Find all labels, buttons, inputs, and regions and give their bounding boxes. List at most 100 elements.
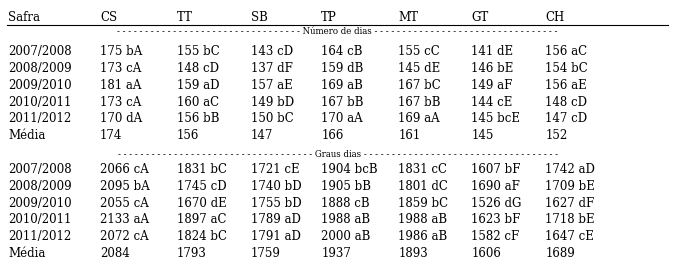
Text: 148 cD: 148 cD [545, 96, 587, 109]
Text: GT: GT [471, 11, 489, 24]
Text: 145: 145 [471, 129, 493, 142]
Text: 2007/2008: 2007/2008 [8, 45, 72, 58]
Text: 1904 bcB: 1904 bcB [321, 163, 378, 176]
Text: 1905 bB: 1905 bB [321, 180, 371, 193]
Text: 1789 aD: 1789 aD [251, 213, 301, 226]
Text: 1740 bD: 1740 bD [251, 180, 302, 193]
Text: 1709 bE: 1709 bE [545, 180, 595, 193]
Text: 1893: 1893 [398, 247, 428, 260]
Text: 155 bC: 155 bC [177, 45, 219, 58]
Text: 1759: 1759 [251, 247, 281, 260]
Text: 2010/2011: 2010/2011 [8, 96, 72, 109]
Text: 1690 aF: 1690 aF [471, 180, 520, 193]
Text: 1888 cB: 1888 cB [321, 196, 370, 209]
Text: 167 bC: 167 bC [398, 79, 441, 92]
Text: 1721 cE: 1721 cE [251, 163, 300, 176]
Text: 169 aB: 169 aB [321, 79, 363, 92]
Text: 161: 161 [398, 129, 421, 142]
Text: 1801 dC: 1801 dC [398, 180, 448, 193]
Text: 2009/2010: 2009/2010 [8, 196, 72, 209]
Text: - - - - - - - - - - - - - - - - - - - - - - - - - - - - - - - - - Número de dias: - - - - - - - - - - - - - - - - - - - - … [117, 27, 558, 36]
Text: 159 aD: 159 aD [177, 79, 219, 92]
Text: 1647 cE: 1647 cE [545, 230, 594, 243]
Text: 2011/2012: 2011/2012 [8, 112, 72, 125]
Text: 1526 dG: 1526 dG [471, 196, 522, 209]
Text: 155 cC: 155 cC [398, 45, 440, 58]
Text: 2007/2008: 2007/2008 [8, 163, 72, 176]
Text: 1745 cD: 1745 cD [177, 180, 227, 193]
Text: 1831 cC: 1831 cC [398, 163, 448, 176]
Text: 1607 bF: 1607 bF [471, 163, 520, 176]
Text: 145 bcE: 145 bcE [471, 112, 520, 125]
Text: 2008/2009: 2008/2009 [8, 180, 72, 193]
Text: 170 aA: 170 aA [321, 112, 363, 125]
Text: 175 bA: 175 bA [100, 45, 142, 58]
Text: 159 dB: 159 dB [321, 62, 364, 75]
Text: CS: CS [100, 11, 117, 24]
Text: 1986 aB: 1986 aB [398, 230, 448, 243]
Text: CH: CH [545, 11, 565, 24]
Text: 1988 aB: 1988 aB [398, 213, 448, 226]
Text: 2084: 2084 [100, 247, 130, 260]
Text: 169 aA: 169 aA [398, 112, 440, 125]
Text: 141 dE: 141 dE [471, 45, 513, 58]
Text: TT: TT [177, 11, 193, 24]
Text: 1670 dE: 1670 dE [177, 196, 227, 209]
Text: 2066 cA: 2066 cA [100, 163, 148, 176]
Text: 1623 bF: 1623 bF [471, 213, 520, 226]
Text: 147: 147 [251, 129, 273, 142]
Text: 149 bD: 149 bD [251, 96, 294, 109]
Text: TP: TP [321, 11, 337, 24]
Text: 167 bB: 167 bB [398, 96, 441, 109]
Text: 1718 bE: 1718 bE [545, 213, 595, 226]
Text: 1606: 1606 [471, 247, 501, 260]
Text: 167 bB: 167 bB [321, 96, 364, 109]
Text: 152: 152 [545, 129, 568, 142]
Text: 1627 dF: 1627 dF [545, 196, 595, 209]
Text: 157 aE: 157 aE [251, 79, 293, 92]
Text: 1742 aD: 1742 aD [545, 163, 595, 176]
Text: 173 cA: 173 cA [100, 62, 141, 75]
Text: 2011/2012: 2011/2012 [8, 230, 72, 243]
Text: 1824 bC: 1824 bC [177, 230, 227, 243]
Text: 156: 156 [177, 129, 199, 142]
Text: - - - - - - - - - - - - - - - - - - - - - - - - - - - - - - - - - - - Graus dias: - - - - - - - - - - - - - - - - - - - - … [117, 150, 558, 159]
Text: 156 bB: 156 bB [177, 112, 219, 125]
Text: 1988 aB: 1988 aB [321, 213, 371, 226]
Text: 146 bE: 146 bE [471, 62, 514, 75]
Text: 149 aF: 149 aF [471, 79, 512, 92]
Text: 147 cD: 147 cD [545, 112, 587, 125]
Text: 170 dA: 170 dA [100, 112, 142, 125]
Text: Média: Média [8, 247, 45, 260]
Text: 2133 aA: 2133 aA [100, 213, 149, 226]
Text: 150 bC: 150 bC [251, 112, 294, 125]
Text: 1582 cF: 1582 cF [471, 230, 519, 243]
Text: Média: Média [8, 129, 45, 142]
Text: 144 cE: 144 cE [471, 96, 512, 109]
Text: 2095 bA: 2095 bA [100, 180, 150, 193]
Text: 143 cD: 143 cD [251, 45, 293, 58]
Text: Safra: Safra [8, 11, 40, 24]
Text: 137 dF: 137 dF [251, 62, 293, 75]
Text: 148 cD: 148 cD [177, 62, 219, 75]
Text: 1937: 1937 [321, 247, 351, 260]
Text: 164 cB: 164 cB [321, 45, 362, 58]
Text: 160 aC: 160 aC [177, 96, 219, 109]
Text: 156 aC: 156 aC [545, 45, 587, 58]
Text: MT: MT [398, 11, 418, 24]
Text: 1859 bC: 1859 bC [398, 196, 448, 209]
Text: 156 aE: 156 aE [545, 79, 587, 92]
Text: 173 cA: 173 cA [100, 96, 141, 109]
Text: 1831 bC: 1831 bC [177, 163, 227, 176]
Text: 2010/2011: 2010/2011 [8, 213, 72, 226]
Text: 1897 aC: 1897 aC [177, 213, 226, 226]
Text: 1755 bD: 1755 bD [251, 196, 302, 209]
Text: 154 bC: 154 bC [545, 62, 588, 75]
Text: 181 aA: 181 aA [100, 79, 141, 92]
Text: 1793: 1793 [177, 247, 207, 260]
Text: 1689: 1689 [545, 247, 575, 260]
Text: 174: 174 [100, 129, 122, 142]
Text: 2008/2009: 2008/2009 [8, 62, 72, 75]
Text: 2009/2010: 2009/2010 [8, 79, 72, 92]
Text: 1791 aD: 1791 aD [251, 230, 301, 243]
